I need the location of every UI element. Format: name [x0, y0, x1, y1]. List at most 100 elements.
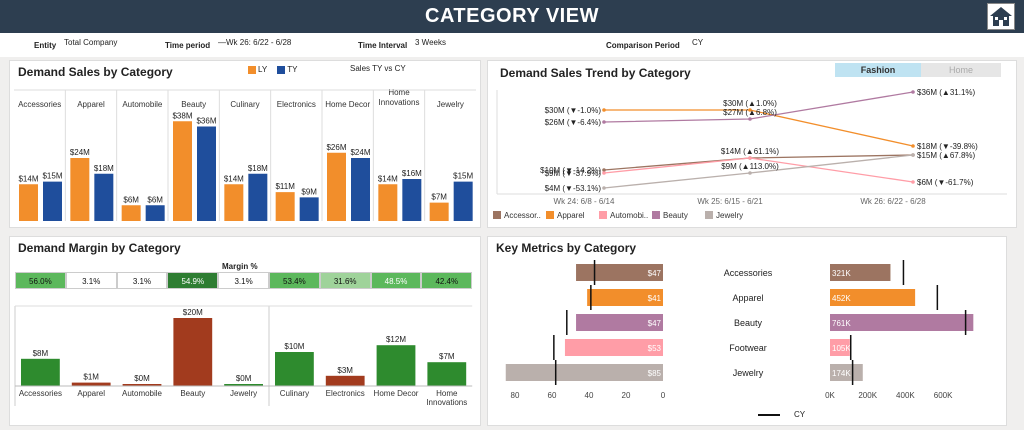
metric-category-footwear: Footwear [729, 343, 767, 353]
demand-sales-title: Demand Sales by Category [18, 65, 173, 79]
bar-label-ty-accessories: $15M [42, 172, 62, 181]
margin-bar-beauty [173, 318, 213, 386]
comparison-period-value[interactable]: CY [692, 38, 704, 47]
tab-home[interactable]: Home [921, 63, 1001, 77]
bar-ly-home-innovations [378, 184, 398, 221]
trend-x-tick: Wk 26: 6/22 - 6/28 [860, 197, 926, 206]
page-title: CATEGORY VIEW [425, 5, 599, 27]
time-interval-label: Time Interval [358, 41, 408, 50]
trend-label-beauty: $36M (▲31.1%) [917, 88, 976, 97]
category-label-electronics: Electronics [277, 100, 316, 109]
trend-legend-swatch-beauty [652, 211, 660, 219]
key-metrics-title: Key Metrics by Category [496, 241, 637, 255]
bar-ly-accessories [19, 184, 38, 221]
margin-bar-culinary [275, 352, 314, 386]
aov-bar-beauty [576, 314, 663, 331]
demand-margin-chart: $8M Accessories $1M Apparel $0M Automobile $20… [14, 305, 473, 407]
home-button[interactable] [987, 3, 1015, 30]
margin-pct-cell-electronics: 31.6% [319, 272, 371, 289]
entity-label: Entity [34, 41, 57, 50]
trend-point-beauty [748, 117, 752, 121]
margin-category-label-home-decor: Home Decor [374, 389, 419, 398]
tab-fashion[interactable]: Fashion [835, 63, 921, 77]
bar-ty-accessories [43, 181, 62, 221]
aov-bar-accessories [576, 264, 663, 281]
units-label-beauty: 761K [832, 319, 851, 328]
margin-pct-cell-jewelry: 3.1% [218, 272, 269, 289]
trend-label-apparel: $30M (▲1.0%) [723, 99, 777, 108]
margin-bar-home-innovations [427, 362, 467, 386]
trend-label-beauty: $26M (▼-6.4%) [545, 118, 602, 127]
trend-point-apparel [748, 108, 752, 112]
margin-bar-label-electronics: $3M [337, 366, 353, 375]
margin-category-label-home-innovations: Innovations [426, 398, 467, 407]
aov-label-apparel: $41 [648, 294, 662, 303]
cy-legend-label: CY [794, 410, 806, 419]
margin-bar-electronics [325, 375, 365, 386]
cy-legend-line [758, 413, 780, 416]
bar-ty-electronics [299, 197, 319, 221]
units-label-jewelry: 174K [832, 369, 851, 378]
margin-bar-label-accessories: $8M [33, 349, 49, 358]
bar-ty-home-innovations [402, 179, 422, 221]
trend-label-apparel: $30M (▼-1.0%) [545, 106, 602, 115]
bar-label-ly-jewelry: $7M [431, 193, 447, 202]
entity-value[interactable]: Total Company [64, 38, 118, 47]
aov-bar-jewelry [505, 364, 663, 381]
key-metrics-legend: CY [758, 410, 805, 419]
trend-label-apparel: $18M (▼-39.8%) [917, 142, 978, 151]
margin-category-label-beauty: Beauty [180, 389, 205, 398]
bar-ty-home-decor [351, 158, 370, 221]
demand-trend-chart: $10M (▼-14.2%) $14M (▲61.1%) $15M (▲67.8%)… [493, 88, 1007, 220]
aov-axis-tick: 20 [622, 391, 631, 400]
time-interval-value[interactable]: 3 Weeks [415, 38, 446, 47]
trend-label-automobile: $9M (▼-37.9%) [545, 169, 602, 178]
margin-category-label-jewelry: Jewelry [230, 389, 257, 398]
demand-margin-title: Demand Margin by Category [18, 241, 181, 255]
trend-legend-swatch-jewelry [705, 211, 713, 219]
demand-trend-panel: Demand Sales Trend by Category Fashion H… [487, 60, 1017, 228]
units-axis-tick: 600K [934, 391, 953, 400]
bar-ty-automobile [145, 205, 165, 221]
bar-ly-culinary [224, 184, 244, 221]
trend-legend-label-automobi: Automobi.. [610, 211, 648, 220]
trend-legend-label-jewelry: Jewelry [716, 211, 743, 220]
bar-label-ty-home-decor: $24M [350, 148, 370, 157]
aov-axis-tick: 40 [585, 391, 594, 400]
demand-sales-legend: LY TY [248, 65, 298, 74]
margin-category-label-apparel: Apparel [77, 389, 105, 398]
margin-bar-label-culinary: $10M [284, 342, 304, 351]
category-label-jewelry: Jewelry [437, 100, 464, 109]
bar-label-ty-jewelry: $15M [453, 172, 473, 181]
bar-label-ty-beauty: $36M [196, 117, 216, 126]
aov-bar-footwear [564, 339, 663, 356]
trend-label-accessories: $10M (▼-14.2%) [540, 166, 601, 175]
category-label-accessories: Accessories [18, 100, 61, 109]
time-period-label: Time period [165, 41, 211, 50]
trend-x-tick: Wk 25: 6/15 - 6/21 [697, 197, 763, 206]
aov-axis-tick: 80 [511, 391, 520, 400]
bar-label-ly-beauty: $38M [172, 111, 192, 120]
time-period-value[interactable]: —Wk 26: 6/22 - 6/28 [218, 38, 292, 47]
demand-margin-panel: Demand Margin by Category Margin % [9, 236, 481, 426]
margin-bar-jewelry [224, 384, 263, 386]
trend-x-tick: Wk 24: 6/8 - 6/14 [554, 197, 615, 206]
units-bar-jewelry [830, 364, 863, 381]
bar-label-ly-home-decor: $26M [326, 143, 346, 152]
bar-ly-home-decor [327, 152, 346, 221]
metric-category-beauty: Beauty [734, 318, 763, 328]
margin-pct-cell-accessories: 56.0% [15, 272, 66, 289]
margin-bar-label-home-decor: $12M [386, 335, 406, 344]
margin-category-label-automobile: Automobile [122, 389, 163, 398]
margin-bar-home-decor [376, 345, 416, 386]
aov-axis-tick: 0 [661, 391, 666, 400]
margin-pct-cell-home-decor: 48.5% [370, 272, 422, 289]
units-bar-footwear [830, 339, 850, 356]
bar-label-ty-apparel: $18M [94, 164, 114, 173]
margin-bar-label-home-innovations: $7M [439, 352, 455, 361]
trend-label-accessories: $14M (▲61.1%) [721, 147, 780, 156]
aov-label-jewelry: $85 [648, 369, 662, 378]
trend-label-beauty: $27M (▲6.8%) [723, 108, 777, 117]
margin-category-label-culinary: Culinary [280, 389, 309, 398]
category-label-apparel: Apparel [77, 100, 105, 109]
